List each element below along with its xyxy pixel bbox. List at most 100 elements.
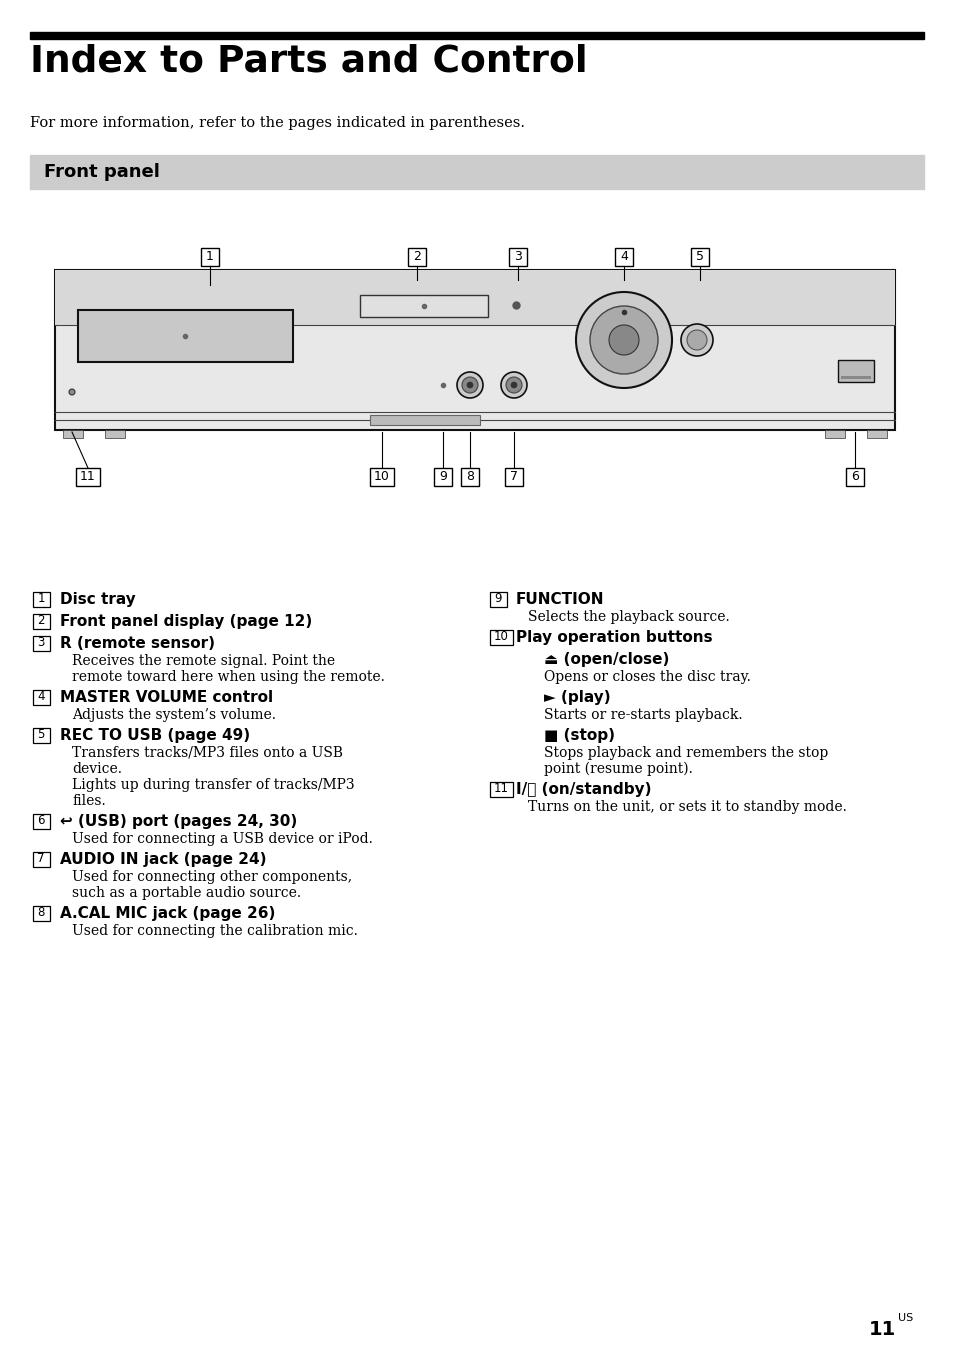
Text: REC TO USB (page 49): REC TO USB (page 49) [60,727,250,744]
Text: 9: 9 [494,592,501,606]
Circle shape [511,383,517,388]
Text: 2: 2 [413,250,420,264]
Text: Used for connecting other components,: Used for connecting other components, [71,869,352,884]
Bar [845,468,863,485]
Text: 4: 4 [37,691,45,703]
Text: Index to Parts and Control: Index to Parts and Control [30,45,587,80]
Text: Turns on the unit, or sets it to standby mode.: Turns on the unit, or sets it to standby… [527,800,846,814]
Text: 11: 11 [868,1320,895,1338]
Text: Play operation buttons: Play operation buttons [516,630,712,645]
Bar [33,852,50,867]
Bar [33,614,50,629]
Bar [33,635,50,652]
Bar [408,247,426,266]
Text: 8: 8 [465,470,474,484]
Bar [33,690,50,704]
Text: 6: 6 [37,814,45,827]
Bar [460,468,478,485]
Circle shape [467,383,473,388]
Text: A.CAL MIC jack (page 26): A.CAL MIC jack (page 26) [60,906,275,921]
Text: 5: 5 [696,250,703,264]
Text: 7: 7 [37,853,45,865]
Text: 7: 7 [510,470,517,484]
Bar [490,592,506,607]
Bar [33,592,50,607]
Text: 11: 11 [80,470,95,484]
Text: Used for connecting the calibration mic.: Used for connecting the calibration mic. [71,923,357,938]
Bar [55,270,894,430]
Bar [370,415,479,425]
Bar [30,32,923,39]
Circle shape [461,377,477,393]
Text: AUDIO IN jack (page 24): AUDIO IN jack (page 24) [60,852,266,867]
Text: US: US [897,1313,912,1324]
Text: Used for connecting a USB device or iPod.: Used for connecting a USB device or iPod… [71,831,373,846]
Text: Disc tray: Disc tray [60,592,135,607]
Text: 4: 4 [619,250,627,264]
Bar [866,430,886,438]
Circle shape [589,306,658,375]
Bar [201,247,219,266]
Circle shape [608,324,639,356]
Text: Lights up during transfer of tracks/MP3: Lights up during transfer of tracks/MP3 [71,777,355,792]
Text: files.: files. [71,794,106,808]
Bar [504,468,522,485]
Text: device.: device. [71,763,122,776]
Text: Opens or closes the disc tray.: Opens or closes the disc tray. [543,671,750,684]
Text: 1: 1 [206,250,213,264]
Bar [509,247,526,266]
Bar [78,310,293,362]
Text: 9: 9 [438,470,446,484]
Text: 3: 3 [514,250,521,264]
Bar [359,295,488,316]
Circle shape [576,292,671,388]
Text: 3: 3 [37,637,45,649]
Text: Receives the remote signal. Point the: Receives the remote signal. Point the [71,654,335,668]
Text: 5: 5 [37,729,45,741]
Text: R (remote sensor): R (remote sensor) [60,635,214,652]
Text: 10: 10 [493,630,508,644]
Text: 1: 1 [37,592,45,606]
Bar [33,814,50,829]
Bar [33,906,50,921]
Text: I/⏻ (on/standby): I/⏻ (on/standby) [516,781,651,796]
Text: ↩ (USB) port (pages 24, 30): ↩ (USB) port (pages 24, 30) [60,814,297,829]
Bar [690,247,708,266]
Bar [841,376,870,379]
Circle shape [456,372,482,397]
Text: 6: 6 [850,470,858,484]
Circle shape [505,377,521,393]
Bar [76,468,100,485]
Bar [30,155,923,189]
Bar [490,781,513,796]
Bar [490,630,513,645]
Text: 2: 2 [37,615,45,627]
Bar [33,727,50,744]
Circle shape [500,372,526,397]
Text: ⏏ (open/close): ⏏ (open/close) [543,652,669,667]
Text: Front panel: Front panel [44,164,160,181]
Text: FUNCTION: FUNCTION [516,592,604,607]
Text: Front panel display (page 12): Front panel display (page 12) [60,614,312,629]
Bar [55,270,894,324]
Text: 10: 10 [374,470,390,484]
Text: such as a portable audio source.: such as a portable audio source. [71,886,301,900]
Text: Starts or re-starts playback.: Starts or re-starts playback. [543,708,741,722]
Text: Adjusts the system’s volume.: Adjusts the system’s volume. [71,708,275,722]
Text: ■ (stop): ■ (stop) [543,727,615,744]
Text: For more information, refer to the pages indicated in parentheses.: For more information, refer to the pages… [30,116,524,130]
Bar [63,430,83,438]
Circle shape [686,330,706,350]
Text: Transfers tracks/MP3 files onto a USB: Transfers tracks/MP3 files onto a USB [71,746,343,760]
Text: 11: 11 [493,783,508,795]
Bar [105,430,125,438]
Circle shape [680,324,712,356]
Text: point (resume point).: point (resume point). [543,763,692,776]
Bar [824,430,844,438]
Circle shape [69,389,75,395]
Bar [434,468,452,485]
Text: remote toward here when using the remote.: remote toward here when using the remote… [71,671,384,684]
Text: MASTER VOLUME control: MASTER VOLUME control [60,690,273,704]
Text: Selects the playback source.: Selects the playback source. [527,610,729,625]
Text: Stops playback and remembers the stop: Stops playback and remembers the stop [543,746,827,760]
